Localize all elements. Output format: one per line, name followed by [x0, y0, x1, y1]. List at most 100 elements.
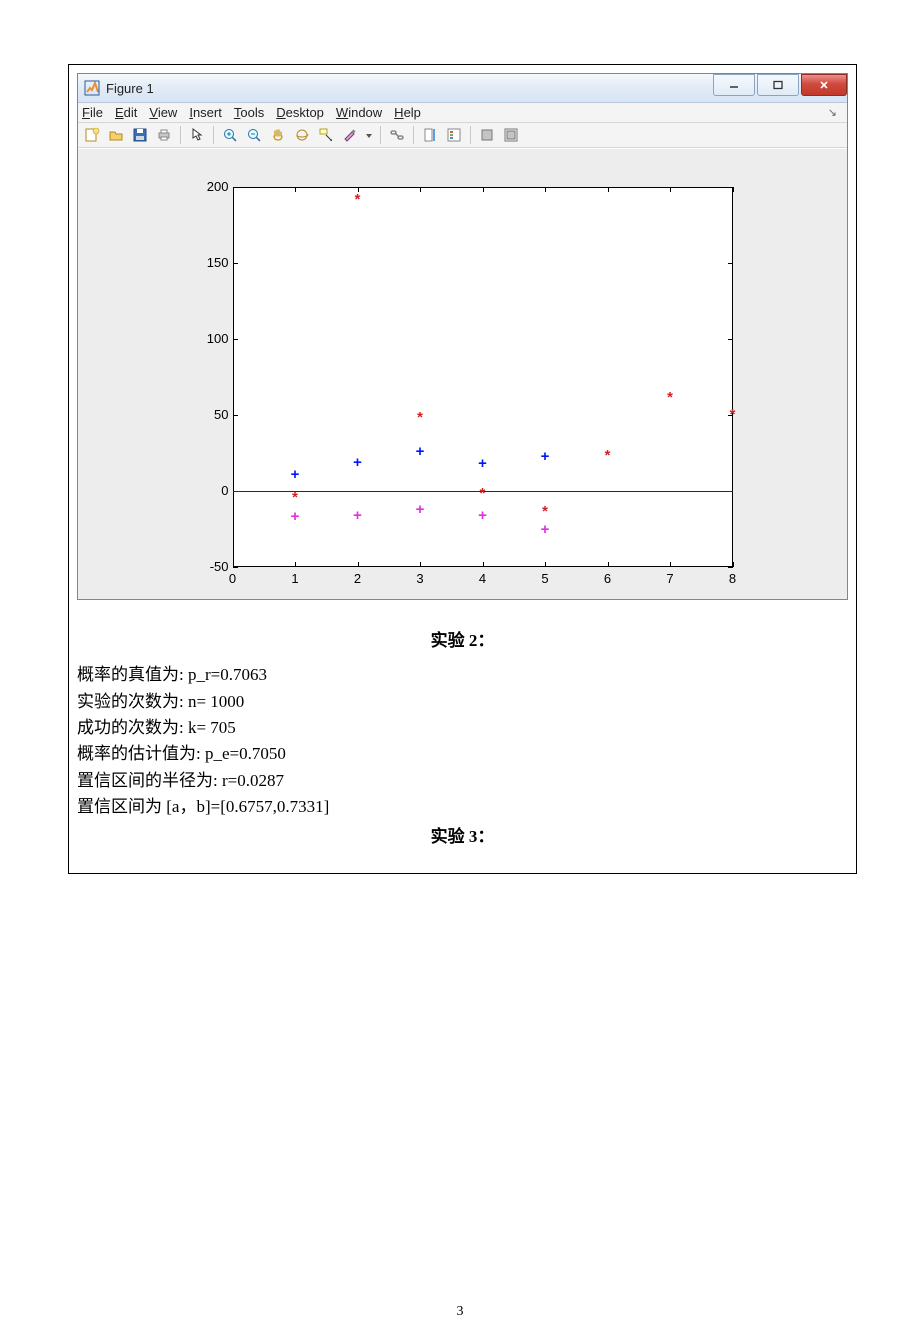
y-tick-mark: [233, 263, 238, 264]
y-tick-mark: [233, 567, 238, 568]
colorbar-icon[interactable]: [420, 125, 440, 145]
x-tick-mark: [233, 562, 234, 567]
marker-red-star: *: [664, 394, 676, 406]
toolbar-separator: [180, 126, 181, 144]
y-tick-mark: [728, 567, 733, 568]
link-icon[interactable]: [387, 125, 407, 145]
x-tick-mark: [670, 562, 671, 567]
menu-view[interactable]: View: [149, 105, 177, 120]
menubar: File Edit View Insert Tools Desktop Window Help…: [78, 103, 847, 123]
doc-line: 置信区间为 [a，b]=[0.6757,0.7331]: [77, 794, 848, 820]
legend-icon[interactable]: [444, 125, 464, 145]
marker-magenta-plus: +: [352, 511, 364, 523]
x-tick-label: 7: [660, 571, 680, 586]
edit-cursor-icon[interactable]: [187, 125, 207, 145]
marker-magenta-plus: +: [539, 525, 551, 537]
menu-insert[interactable]: Insert: [189, 105, 222, 120]
marker-blue-plus: +: [539, 452, 551, 464]
page-border: Figure 1 File Edit View Insert Tools Desktop W…: [68, 64, 857, 874]
experiment-3-heading: 实验 3：: [77, 824, 848, 850]
menu-help[interactable]: Help: [394, 105, 421, 120]
rotate3d-icon[interactable]: [292, 125, 312, 145]
marker-magenta-plus: +: [289, 512, 301, 524]
marker-blue-plus: +: [414, 447, 426, 459]
y-tick-mark: [728, 339, 733, 340]
show-tools-icon[interactable]: [501, 125, 521, 145]
doc-line: 概率的真值为: p_r=0.7063: [77, 662, 848, 688]
document-body: 实验 2： 概率的真值为: p_r=0.7063实验的次数为: n= 1000成…: [69, 600, 856, 873]
x-tick-mark: [545, 187, 546, 192]
print-icon[interactable]: [154, 125, 174, 145]
brush-icon[interactable]: [340, 125, 360, 145]
y-tick-label: 50: [189, 407, 229, 422]
toolbar-separator: [470, 126, 471, 144]
marker-red-star: *: [727, 411, 739, 423]
marker-red-star: *: [289, 494, 301, 506]
y-tick-mark: [728, 263, 733, 264]
marker-red-star: *: [477, 490, 489, 502]
minimize-button[interactable]: [713, 74, 755, 96]
pan-icon[interactable]: [268, 125, 288, 145]
zoom-out-icon[interactable]: [244, 125, 264, 145]
menu-file[interactable]: File: [82, 105, 103, 120]
new-figure-icon[interactable]: [82, 125, 102, 145]
x-tick-mark: [420, 562, 421, 567]
x-tick-mark: [358, 187, 359, 192]
doc-line: 置信区间的半径为: r=0.0287: [77, 768, 848, 794]
x-tick-label: 8: [723, 571, 743, 586]
x-tick-mark: [420, 187, 421, 192]
menu-tools[interactable]: Tools: [234, 105, 264, 120]
x-tick-mark: [545, 562, 546, 567]
y-tick-label: 100: [189, 331, 229, 346]
x-tick-mark: [670, 187, 671, 192]
y-tick-label: 150: [189, 255, 229, 270]
open-icon[interactable]: [106, 125, 126, 145]
marker-magenta-plus: +: [414, 505, 426, 517]
menu-edit[interactable]: Edit: [115, 105, 137, 120]
doc-line: 概率的估计值为: p_e=0.7050: [77, 741, 848, 767]
window-title: Figure 1: [106, 81, 713, 96]
save-icon[interactable]: [130, 125, 150, 145]
marker-blue-plus: +: [477, 459, 489, 471]
hide-tools-icon[interactable]: [477, 125, 497, 145]
titlebar: Figure 1: [78, 74, 847, 103]
menu-window[interactable]: Window: [336, 105, 382, 120]
experiment-2-heading: 实验 2：: [77, 628, 848, 654]
x-tick-mark: [483, 562, 484, 567]
doc-line: 成功的次数为: k= 705: [77, 715, 848, 741]
y-tick-label: 0: [189, 483, 229, 498]
toolbar-separator: [380, 126, 381, 144]
plot-panel: -50050100150200012345678********++++++++…: [78, 148, 847, 599]
brush-dropdown-icon[interactable]: [364, 125, 374, 145]
x-tick-mark: [233, 187, 234, 192]
zoom-in-icon[interactable]: [220, 125, 240, 145]
window-buttons: [713, 74, 847, 102]
menu-desktop[interactable]: Desktop: [276, 105, 324, 120]
x-tick-mark: [733, 562, 734, 567]
matlab-figure-window: Figure 1 File Edit View Insert Tools Desktop W…: [77, 73, 848, 600]
close-button[interactable]: [801, 74, 847, 96]
data-cursor-icon[interactable]: [316, 125, 336, 145]
marker-red-star: *: [352, 196, 364, 208]
toolbar-separator: [213, 126, 214, 144]
scatter-chart: -50050100150200012345678********++++++++…: [183, 167, 743, 577]
x-tick-mark: [483, 187, 484, 192]
toolbar: [78, 123, 847, 148]
x-tick-label: 3: [410, 571, 430, 586]
x-tick-mark: [295, 562, 296, 567]
x-tick-label: 6: [598, 571, 618, 586]
y-tick-mark: [233, 415, 238, 416]
toolbar-separator: [413, 126, 414, 144]
marker-red-star: *: [414, 414, 426, 426]
x-tick-mark: [358, 562, 359, 567]
maximize-button[interactable]: [757, 74, 799, 96]
matlab-logo-icon: [84, 80, 100, 96]
menubar-dropdown-icon[interactable]: ↘: [828, 106, 843, 119]
x-tick-label: 1: [285, 571, 305, 586]
x-tick-mark: [733, 187, 734, 192]
marker-magenta-plus: +: [477, 511, 489, 523]
marker-blue-plus: +: [352, 458, 364, 470]
x-tick-label: 5: [535, 571, 555, 586]
y-tick-label: 200: [189, 179, 229, 194]
marker-blue-plus: +: [289, 470, 301, 482]
